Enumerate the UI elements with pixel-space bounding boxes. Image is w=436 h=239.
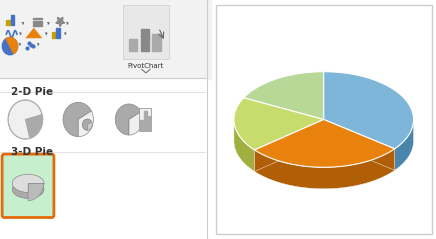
Bar (123, 5, 169, 59)
Bar (52, 32, 55, 38)
Bar (144, 111, 146, 130)
Bar (11, 15, 14, 25)
Bar (56, 28, 60, 38)
Polygon shape (395, 120, 413, 170)
Polygon shape (255, 120, 324, 171)
Wedge shape (115, 104, 141, 135)
Bar (139, 108, 151, 131)
Text: 2-D Pie: 2-D Pie (10, 87, 53, 97)
Polygon shape (25, 28, 42, 38)
Bar (152, 34, 161, 51)
Bar (7, 20, 10, 25)
Ellipse shape (8, 100, 43, 139)
Polygon shape (234, 120, 255, 171)
Wedge shape (28, 183, 44, 201)
Polygon shape (56, 17, 65, 27)
Ellipse shape (12, 174, 44, 192)
Polygon shape (324, 120, 395, 170)
Polygon shape (234, 98, 324, 150)
Bar (33, 21, 42, 23)
Wedge shape (129, 112, 143, 135)
Wedge shape (6, 38, 17, 54)
Bar (33, 18, 42, 19)
Bar (140, 120, 143, 130)
Polygon shape (324, 120, 395, 170)
Bar (0, 78, 205, 239)
Wedge shape (82, 119, 92, 130)
Text: 3-D Pie: 3-D Pie (10, 147, 53, 157)
Bar (141, 28, 149, 51)
Ellipse shape (2, 38, 17, 55)
Wedge shape (63, 102, 92, 137)
Polygon shape (255, 120, 395, 167)
Text: PivotChart: PivotChart (128, 63, 164, 69)
Wedge shape (78, 111, 93, 137)
Bar (33, 24, 42, 26)
Bar (0, 0, 211, 79)
Wedge shape (25, 114, 42, 138)
Ellipse shape (12, 180, 44, 198)
Bar (148, 116, 150, 130)
Polygon shape (255, 120, 324, 171)
Ellipse shape (82, 119, 92, 130)
Polygon shape (244, 72, 324, 120)
Wedge shape (8, 100, 42, 139)
Polygon shape (324, 72, 413, 149)
Bar (129, 39, 137, 51)
Polygon shape (255, 149, 395, 189)
FancyBboxPatch shape (2, 154, 54, 217)
